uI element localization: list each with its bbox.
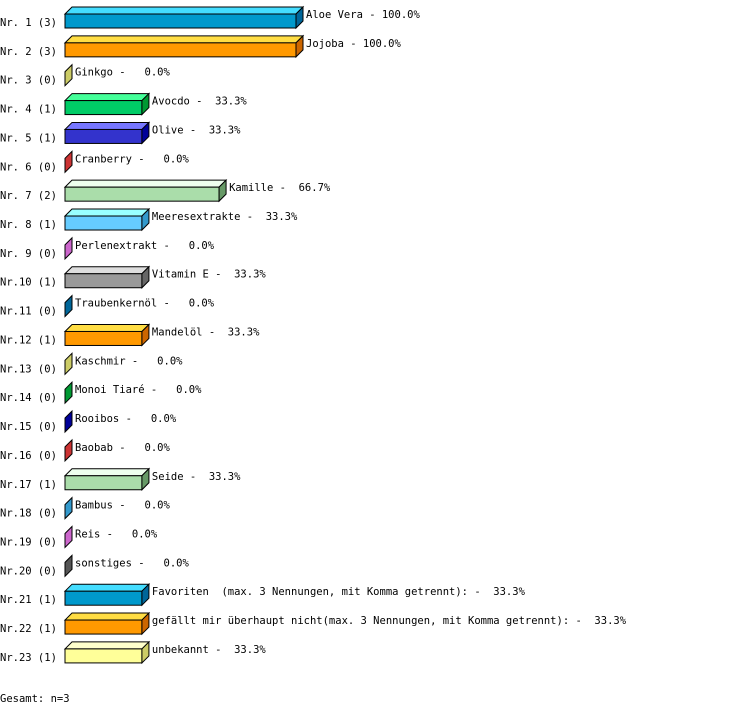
category-label: Nr.14 (0) bbox=[0, 392, 57, 404]
value-label: Kamille - 66.7% bbox=[229, 182, 331, 194]
bar-side bbox=[141, 640, 150, 665]
bar-side bbox=[295, 5, 304, 30]
value-label: Meeresextrakte - 33.3% bbox=[152, 211, 298, 223]
value-label: Monoi Tiaré - 0.0% bbox=[75, 384, 202, 396]
category-label: Nr.12 (1) bbox=[0, 334, 57, 346]
bar-top bbox=[63, 323, 151, 332]
bar-top bbox=[63, 179, 228, 188]
category-label: Nr.22 (1) bbox=[0, 623, 57, 635]
bar-side bbox=[64, 236, 73, 261]
value-label: Olive - 33.3% bbox=[152, 124, 241, 136]
category-label: Nr.15 (0) bbox=[0, 421, 57, 433]
category-label: Nr.21 (1) bbox=[0, 594, 57, 606]
bar-top bbox=[63, 208, 151, 217]
bar bbox=[64, 590, 143, 606]
bar bbox=[64, 475, 143, 491]
bar bbox=[64, 619, 143, 635]
bar-top bbox=[63, 121, 151, 130]
value-label: Kaschmir - 0.0% bbox=[75, 355, 183, 367]
bar-side bbox=[64, 525, 73, 549]
bar bbox=[64, 100, 143, 116]
value-label: Bambus - 0.0% bbox=[75, 500, 171, 512]
value-label: Rooibos - 0.0% bbox=[75, 413, 177, 425]
value-label: Baobab - 0.0% bbox=[75, 442, 171, 454]
bar-side bbox=[64, 150, 73, 174]
bar-side bbox=[64, 294, 73, 318]
category-label: Nr.17 (1) bbox=[0, 479, 57, 491]
bar bbox=[64, 128, 143, 144]
bar-side bbox=[141, 611, 150, 636]
bar-top bbox=[63, 6, 305, 15]
bar-top bbox=[63, 35, 305, 44]
value-label: Seide - 33.3% bbox=[152, 471, 241, 483]
category-label: Nr.18 (0) bbox=[0, 508, 57, 520]
value-label: Jojoba - 100.0% bbox=[306, 38, 402, 50]
total-footer: Gesamt: n=3 bbox=[0, 693, 70, 705]
category-label: Nr.11 (0) bbox=[0, 306, 57, 318]
value-label: Reis - 0.0% bbox=[75, 528, 158, 540]
value-label: Traubenkernöl - 0.0% bbox=[75, 298, 215, 310]
category-label: Nr.23 (1) bbox=[0, 652, 57, 664]
bar-side bbox=[64, 352, 73, 376]
category-label: Nr.10 (1) bbox=[0, 277, 57, 289]
bar-top bbox=[63, 583, 151, 592]
value-label: gefällt mir überhaupt nicht(max. 3 Nennu… bbox=[152, 615, 627, 627]
category-label: Nr. 7 (2) bbox=[0, 190, 57, 202]
value-label: unbekannt - 33.3% bbox=[152, 644, 266, 656]
bar-side bbox=[218, 178, 227, 203]
category-label: Nr.20 (0) bbox=[0, 565, 57, 577]
value-label: Avocdo - 33.3% bbox=[152, 96, 248, 108]
bar-top bbox=[63, 266, 151, 275]
category-label: Nr. 3 (0) bbox=[0, 75, 57, 87]
category-label: Nr.19 (0) bbox=[0, 536, 57, 548]
bar-side bbox=[141, 121, 150, 145]
value-label: sonstiges - 0.0% bbox=[75, 557, 189, 569]
bar bbox=[64, 13, 297, 29]
category-label: Nr.16 (0) bbox=[0, 450, 57, 462]
bar bbox=[64, 648, 143, 664]
bar bbox=[64, 215, 143, 231]
bar-side bbox=[64, 496, 73, 520]
bar-side bbox=[64, 63, 73, 87]
bar-side bbox=[64, 380, 73, 405]
value-label: Aloe Vera - 100.0% bbox=[306, 9, 420, 21]
category-label: Nr. 6 (0) bbox=[0, 161, 57, 173]
value-label: Cranberry - 0.0% bbox=[75, 153, 189, 165]
value-label: Favoriten (max. 3 Nennungen, mit Komma g… bbox=[152, 586, 526, 598]
category-label: Nr.13 (0) bbox=[0, 363, 57, 375]
bar bbox=[64, 330, 143, 346]
bar-side bbox=[141, 582, 150, 607]
value-label: Mandelöl - 33.3% bbox=[152, 326, 260, 338]
bar-top bbox=[63, 93, 151, 102]
bar-side bbox=[141, 207, 150, 232]
bar-side bbox=[141, 265, 150, 289]
category-label: Nr. 2 (3) bbox=[0, 46, 57, 58]
bar-side bbox=[64, 409, 73, 434]
bar-side bbox=[64, 438, 73, 463]
bar-top bbox=[63, 641, 151, 650]
category-label: Nr. 5 (1) bbox=[0, 132, 57, 144]
value-label: Perlenextrakt - 0.0% bbox=[75, 240, 215, 252]
category-label: Nr. 9 (0) bbox=[0, 248, 57, 260]
value-label: Ginkgo - 0.0% bbox=[75, 67, 171, 79]
category-label: Nr. 1 (3) bbox=[0, 17, 57, 29]
value-label: Vitamin E - 33.3% bbox=[152, 269, 266, 281]
category-label: Nr. 4 (1) bbox=[0, 104, 57, 116]
bars-group: Nr. 1 (3) Aloe Vera - 100.0% Nr. 2 (3) Jojo… bbox=[0, 5, 627, 665]
bar-side bbox=[141, 92, 150, 116]
bar-top bbox=[63, 612, 151, 621]
bar-side bbox=[295, 34, 304, 59]
bar bbox=[64, 186, 220, 202]
bar-top bbox=[63, 468, 151, 477]
bar bbox=[64, 273, 143, 289]
bar bbox=[64, 42, 297, 58]
bar-side bbox=[141, 323, 150, 347]
category-label: Nr. 8 (1) bbox=[0, 219, 57, 231]
bar-side bbox=[141, 467, 150, 491]
bar-side bbox=[64, 554, 73, 578]
